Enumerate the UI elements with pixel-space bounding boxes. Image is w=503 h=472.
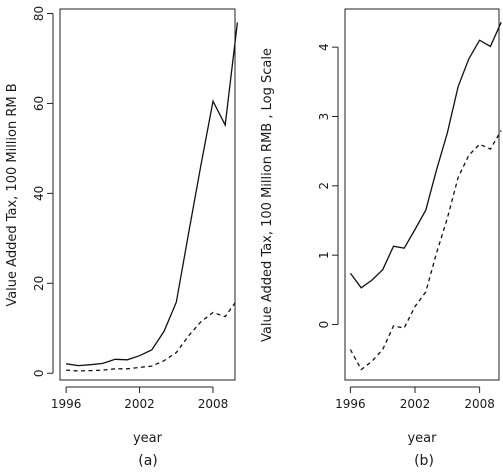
x-axis-label: year [133, 431, 163, 446]
x-tick-label: 2002 [124, 397, 155, 411]
series-line-dashed [66, 299, 238, 372]
panel-label: (a) [138, 453, 158, 469]
y-axis-label: Value Added Tax, 100 Million RM B [5, 83, 20, 306]
series-line-solid [66, 22, 239, 367]
panel-a: 1996 2002 2008 0 20 40 60 80 year Value Added Tax… [5, 6, 239, 469]
plot-frame [59, 8, 236, 381]
y-tick-label: 20 [32, 276, 46, 291]
y-tick-label: 3 [317, 113, 331, 121]
panel-b: 1996 2002 2008 0 1 2 3 4 year Value Added Tax, 10… [260, 8, 502, 469]
y-tick-label: 0 [317, 321, 331, 329]
x-tick-label: 1996 [335, 397, 366, 411]
y-tick-label: 0 [32, 369, 46, 377]
y-tick-label: 2 [317, 182, 331, 190]
x-tick-label: 2002 [400, 397, 431, 411]
series-line-solid [349, 21, 502, 289]
plot-frame [344, 8, 500, 381]
panel-label: (b) [414, 453, 434, 469]
y-tick-label: 1 [317, 251, 331, 259]
y-tick-label: 4 [317, 43, 331, 51]
y-axis-label: Value Added Tax, 100 Million RMB , Log S… [260, 48, 275, 342]
x-tick-label: 1996 [51, 397, 82, 411]
y-tick-label: 60 [32, 96, 46, 111]
x-tick-label: 2008 [464, 397, 495, 411]
x-tick-label: 2008 [198, 397, 229, 411]
y-tick-label: 80 [32, 6, 46, 21]
y-tick-label: 40 [32, 186, 46, 201]
series-line-dashed [349, 130, 502, 371]
x-axis-label: year [407, 431, 437, 446]
